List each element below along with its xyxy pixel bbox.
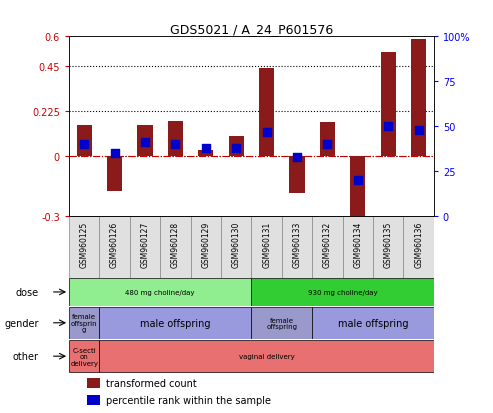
FancyBboxPatch shape xyxy=(69,216,100,278)
Point xyxy=(354,178,362,184)
Point xyxy=(110,150,119,157)
Text: GSM960129: GSM960129 xyxy=(201,221,211,268)
Bar xyxy=(289,157,305,194)
FancyBboxPatch shape xyxy=(343,216,373,278)
Title: GDS5021 / A_24_P601576: GDS5021 / A_24_P601576 xyxy=(170,23,333,36)
FancyBboxPatch shape xyxy=(100,340,434,372)
Text: GSM960136: GSM960136 xyxy=(414,221,423,268)
Point xyxy=(263,129,271,135)
FancyBboxPatch shape xyxy=(312,216,343,278)
Text: GSM960133: GSM960133 xyxy=(292,221,302,268)
Text: GSM960125: GSM960125 xyxy=(80,221,89,268)
FancyBboxPatch shape xyxy=(130,216,160,278)
Text: GSM960127: GSM960127 xyxy=(141,221,149,268)
FancyBboxPatch shape xyxy=(100,216,130,278)
Point xyxy=(232,145,240,152)
FancyBboxPatch shape xyxy=(312,307,434,339)
Bar xyxy=(87,395,100,405)
Text: GSM960134: GSM960134 xyxy=(353,221,362,268)
Point xyxy=(172,142,179,148)
Bar xyxy=(350,157,365,228)
Bar xyxy=(107,157,122,192)
Bar xyxy=(320,123,335,157)
Text: GSM960135: GSM960135 xyxy=(384,221,393,268)
FancyBboxPatch shape xyxy=(251,279,434,306)
Text: transformed count: transformed count xyxy=(106,378,196,388)
FancyBboxPatch shape xyxy=(221,216,251,278)
Text: 930 mg choline/day: 930 mg choline/day xyxy=(308,289,378,295)
Point xyxy=(384,123,392,130)
FancyBboxPatch shape xyxy=(251,307,312,339)
Bar xyxy=(76,126,92,157)
Point xyxy=(80,142,88,148)
Point xyxy=(141,140,149,146)
Bar xyxy=(411,40,426,157)
Text: dose: dose xyxy=(15,287,38,297)
Text: GSM960126: GSM960126 xyxy=(110,221,119,268)
Bar xyxy=(229,137,244,157)
Bar xyxy=(198,151,213,157)
Point xyxy=(323,142,331,148)
Text: GSM960131: GSM960131 xyxy=(262,221,271,268)
FancyBboxPatch shape xyxy=(100,307,251,339)
Text: percentile rank within the sample: percentile rank within the sample xyxy=(106,395,271,405)
Text: vaginal delivery: vaginal delivery xyxy=(239,354,294,359)
FancyBboxPatch shape xyxy=(373,216,403,278)
Bar xyxy=(138,126,153,157)
FancyBboxPatch shape xyxy=(191,216,221,278)
Text: female
offsprin
g: female offsprin g xyxy=(71,313,98,332)
FancyBboxPatch shape xyxy=(69,279,251,306)
Text: GSM960132: GSM960132 xyxy=(323,221,332,268)
FancyBboxPatch shape xyxy=(403,216,434,278)
Point xyxy=(202,145,210,152)
Bar xyxy=(259,69,274,157)
Text: male offspring: male offspring xyxy=(338,318,408,328)
Bar xyxy=(168,122,183,157)
Point xyxy=(415,127,423,134)
Text: GSM960128: GSM960128 xyxy=(171,221,180,268)
FancyBboxPatch shape xyxy=(69,307,100,339)
Text: gender: gender xyxy=(4,318,38,328)
FancyBboxPatch shape xyxy=(160,216,191,278)
FancyBboxPatch shape xyxy=(251,216,282,278)
Text: GSM960130: GSM960130 xyxy=(232,221,241,268)
Text: C-secti
on
delivery: C-secti on delivery xyxy=(70,347,98,366)
FancyBboxPatch shape xyxy=(69,340,100,372)
Point xyxy=(293,154,301,161)
Bar xyxy=(87,378,100,388)
FancyBboxPatch shape xyxy=(282,216,312,278)
Text: 480 mg choline/day: 480 mg choline/day xyxy=(126,289,195,295)
Text: male offspring: male offspring xyxy=(140,318,211,328)
Text: female
offspring: female offspring xyxy=(266,317,297,329)
Bar xyxy=(381,53,396,157)
Text: other: other xyxy=(13,351,38,361)
